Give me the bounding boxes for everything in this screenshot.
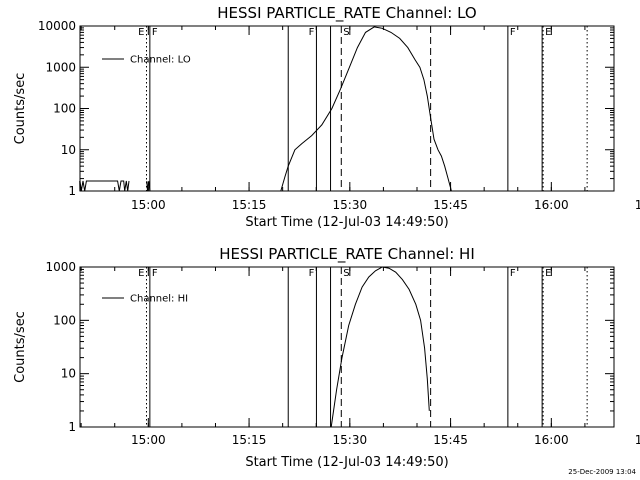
x-tick-label: 15:45 <box>433 433 468 447</box>
marker-label: E <box>545 268 551 279</box>
footer-timestamp: 25-Dec-2009 13:04 <box>568 468 636 476</box>
marker-label: S <box>343 268 349 279</box>
y-tick-label: 100 <box>53 102 76 116</box>
series-line <box>330 266 430 428</box>
marker-label: E <box>545 27 551 38</box>
legend-label: Channel: LO <box>130 55 191 66</box>
x-tick-label: 15:15 <box>232 433 267 447</box>
series-line <box>79 180 130 192</box>
x-tick-label: 16:00 <box>534 433 569 447</box>
x-tick-label: 16:15 <box>635 198 640 212</box>
chart-panel-hi: HESSI PARTICLE_RATE Channel: HI 1 10 100 100… <box>13 245 640 470</box>
plot-frame <box>79 266 615 428</box>
series-line <box>280 26 452 192</box>
x-axis-label: Start Time (12-Jul-03 14:49:50) <box>245 455 448 470</box>
marker-label: F <box>152 27 158 38</box>
marker-label: S <box>343 27 349 38</box>
y-tick-label: 1000 <box>45 60 76 74</box>
chart-title: HESSI PARTICLE_RATE Channel: HI <box>219 245 475 264</box>
y-tick-label: 10000 <box>38 19 76 33</box>
y-tick-label: 1 <box>68 184 76 198</box>
y-tick-label: 1 <box>68 420 76 434</box>
marker-label: F <box>510 268 516 279</box>
chart-panel-lo: HESSI PARTICLE_RATE Channel: LO 1 10 100 100… <box>13 4 640 230</box>
y-tick-label: 10 <box>61 367 76 381</box>
x-tick-label: 15:00 <box>131 198 166 212</box>
plot-frame <box>79 25 615 192</box>
x-tick-label: 15:15 <box>232 198 267 212</box>
x-axis-label: Start Time (12-Jul-03 14:49:50) <box>245 215 448 230</box>
y-tick-label: 10 <box>61 143 76 157</box>
y-axis-label: Counts/sec <box>13 73 28 145</box>
legend-label: Channel: HI <box>130 294 188 305</box>
y-tick-label: 100 <box>53 313 76 327</box>
marker-label: E <box>138 268 144 279</box>
x-tick-label: 15:30 <box>333 433 368 447</box>
series-line <box>146 180 151 192</box>
x-tick-label: 16:15 <box>635 433 640 447</box>
marker-label: F <box>510 27 516 38</box>
x-tick-label: 16:00 <box>534 198 569 212</box>
x-tick-label: 15:30 <box>333 198 368 212</box>
y-tick-label: 1000 <box>45 260 76 274</box>
x-tick-label: 15:45 <box>433 198 468 212</box>
marker-label: E <box>138 27 144 38</box>
chart-title: HESSI PARTICLE_RATE Channel: LO <box>217 4 476 23</box>
marker-label: F <box>309 27 315 38</box>
y-axis-label: Counts/sec <box>13 311 28 383</box>
marker-label: F <box>309 268 315 279</box>
marker-label: F <box>152 268 158 279</box>
x-tick-label: 15:00 <box>131 433 166 447</box>
